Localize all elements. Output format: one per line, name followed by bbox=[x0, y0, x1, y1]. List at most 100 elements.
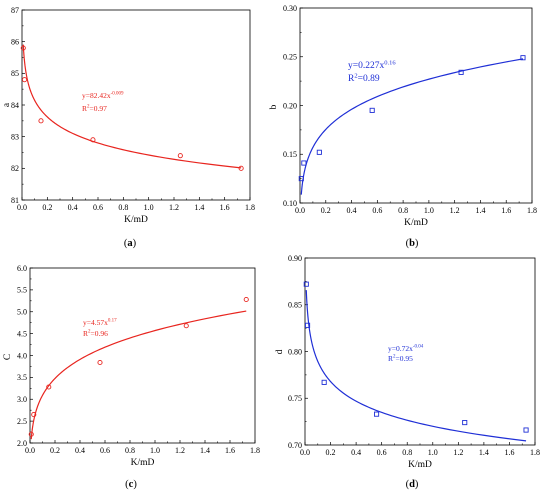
data-point bbox=[90, 137, 96, 143]
x-tick-label: 1.2 bbox=[450, 206, 460, 215]
y-axis-label: d bbox=[275, 349, 285, 354]
plot-frame bbox=[304, 257, 536, 446]
x-tick-label: 0.6 bbox=[372, 206, 382, 215]
x-tick-label: 0.0 bbox=[300, 448, 310, 457]
x-axis-label: K/mD bbox=[404, 218, 428, 228]
data-point bbox=[46, 384, 52, 390]
data-point bbox=[303, 281, 309, 287]
x-tick-label: 1.0 bbox=[424, 206, 434, 215]
plot-frame bbox=[21, 9, 251, 201]
y-tick-label: 83 bbox=[11, 132, 19, 141]
data-point bbox=[458, 69, 464, 75]
x-tick-label: 1.4 bbox=[479, 448, 489, 457]
data-point bbox=[523, 427, 529, 433]
x-tick-label: 0.8 bbox=[118, 203, 128, 212]
x-axis-label: K/mD bbox=[131, 458, 155, 468]
x-tick-label: 0.6 bbox=[93, 203, 103, 212]
y-tick-label: 0.75 bbox=[288, 394, 302, 403]
x-tick-label: 1.4 bbox=[200, 446, 210, 455]
y-tick-label: 0.20 bbox=[283, 101, 297, 110]
y-tick-label: 82 bbox=[11, 164, 19, 173]
x-tick-label: 0.8 bbox=[402, 448, 412, 457]
chart-panel-1: 0.0 0.2 0.4 0.6 0.8 1.0 1.2 1.4 1.6 1.8 81 82 83 84 85… bbox=[2, 6, 255, 249]
data-point bbox=[298, 176, 304, 182]
y-tick-label: 0.25 bbox=[283, 53, 297, 62]
x-tick-label: 1.8 bbox=[245, 203, 255, 212]
panel-caption: (c) bbox=[125, 479, 137, 490]
data-point bbox=[28, 431, 34, 437]
x-tick-label: 0.2 bbox=[50, 446, 60, 455]
y-tick-label: 0.70 bbox=[288, 441, 302, 450]
y-tick-label: 3.5 bbox=[17, 373, 27, 382]
y-axis-label: a bbox=[2, 102, 12, 107]
x-tick-label: 0.2 bbox=[326, 448, 336, 457]
x-tick-label: 1.8 bbox=[250, 446, 260, 455]
data-point bbox=[321, 379, 327, 385]
plot-frame bbox=[29, 267, 256, 444]
x-tick-label: 1.8 bbox=[527, 206, 537, 215]
data-point bbox=[20, 45, 26, 51]
data-point bbox=[177, 153, 183, 159]
x-tick-label: 0.6 bbox=[100, 446, 110, 455]
chart-panel-4: 0.0 0.2 0.4 0.6 0.8 1.0 1.2 1.4 1.6 1.8 0.70 0.75 0.… bbox=[275, 254, 540, 490]
y-tick-label: 85 bbox=[11, 69, 19, 78]
x-tick-label: 1.6 bbox=[225, 446, 235, 455]
x-tick-label: 1.6 bbox=[501, 206, 511, 215]
y-tick-label: 4.5 bbox=[17, 329, 27, 338]
x-tick-label: 0.4 bbox=[351, 448, 361, 457]
y-tick-label: 2.0 bbox=[17, 439, 27, 448]
y-tick-label: 0.90 bbox=[288, 254, 302, 263]
data-point bbox=[38, 118, 44, 124]
x-tick-label: 1.2 bbox=[175, 446, 185, 455]
data-point bbox=[97, 359, 103, 366]
x-tick-label: 1.6 bbox=[220, 203, 230, 212]
x-tick-label: 0.4 bbox=[347, 206, 357, 215]
x-tick-label: 1.0 bbox=[150, 446, 160, 455]
y-tick-label: 3.0 bbox=[17, 395, 27, 404]
y-tick-label: 0.85 bbox=[288, 301, 302, 310]
data-point bbox=[305, 322, 311, 328]
y-tick-label: 0.10 bbox=[283, 199, 297, 208]
x-tick-label: 0.2 bbox=[321, 206, 331, 215]
fit-equation: y=82.42x-0.009 bbox=[82, 91, 124, 100]
y-axis-label: C bbox=[3, 354, 13, 360]
data-point bbox=[31, 412, 37, 418]
x-tick-label: 1.4 bbox=[194, 203, 204, 212]
panel-caption: (b) bbox=[406, 238, 419, 249]
data-point bbox=[238, 165, 244, 171]
x-tick-label: 1.2 bbox=[453, 448, 463, 457]
y-tick-label: 84 bbox=[11, 101, 19, 110]
x-tick-label: 0.0 bbox=[25, 446, 35, 455]
x-axis-label: K/mD bbox=[408, 460, 432, 470]
y-tick-label: 87 bbox=[11, 6, 19, 15]
fit-curve bbox=[300, 58, 524, 195]
r-squared-label: R2=0.89 bbox=[348, 73, 380, 85]
x-tick-label: 0.0 bbox=[295, 206, 305, 215]
x-tick-label: 0.0 bbox=[17, 203, 27, 212]
x-tick-label: 0.6 bbox=[377, 448, 387, 457]
data-point bbox=[316, 149, 322, 155]
y-axis-label: b bbox=[269, 104, 279, 109]
x-tick-label: 1.4 bbox=[475, 206, 485, 215]
panel-caption: (a) bbox=[124, 238, 137, 249]
y-tick-label: 0.30 bbox=[283, 4, 297, 13]
fit-curve bbox=[305, 290, 527, 442]
y-tick-label: 4.0 bbox=[17, 351, 27, 360]
x-tick-label: 1.2 bbox=[169, 203, 179, 212]
x-tick-label: 1.0 bbox=[144, 203, 154, 212]
y-tick-label: 81 bbox=[11, 196, 19, 205]
fit-curve bbox=[22, 44, 242, 169]
x-tick-label: 0.8 bbox=[125, 446, 135, 455]
x-tick-label: 1.0 bbox=[428, 448, 438, 457]
r-squared-label: R2=0.97 bbox=[82, 104, 107, 113]
chart-panel-2: 0.0 0.2 0.4 0.6 0.8 1.0 1.2 1.4 1.6 1.8 0.10 0.15 0.… bbox=[269, 4, 537, 249]
x-tick-label: 0.4 bbox=[75, 446, 85, 455]
y-tick-label: 0.80 bbox=[288, 347, 302, 356]
x-tick-label: 0.4 bbox=[68, 203, 78, 212]
y-tick-label: 0.15 bbox=[283, 150, 297, 159]
data-point bbox=[243, 296, 249, 303]
x-axis-label: K/mD bbox=[124, 215, 148, 225]
data-point bbox=[374, 411, 380, 417]
data-point bbox=[21, 77, 28, 83]
